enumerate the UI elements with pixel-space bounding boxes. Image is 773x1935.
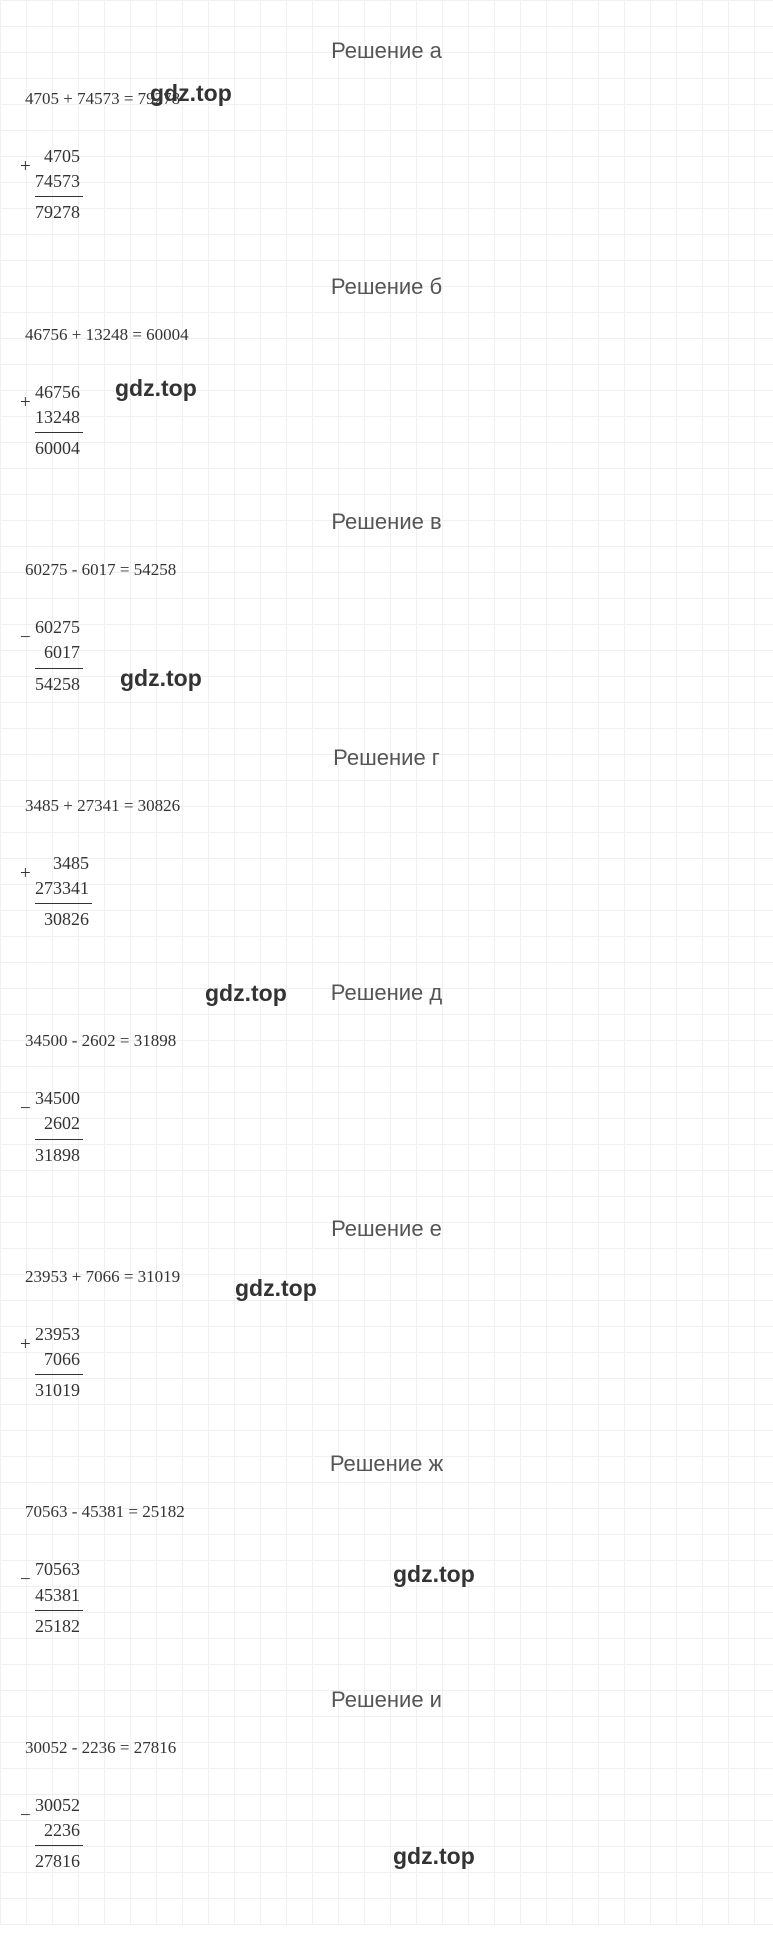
section-title-e: Решение е bbox=[20, 1216, 753, 1242]
calc-a: + 4705 74573 79278 bbox=[35, 144, 83, 226]
calc-g-row1: 3485 bbox=[35, 851, 92, 876]
calc-i-row2: 2236 bbox=[35, 1818, 83, 1843]
watermark: gdz.top bbox=[393, 1561, 475, 1588]
calc-d-row2: 2602 bbox=[35, 1111, 83, 1136]
sign-b: + bbox=[20, 392, 31, 414]
calc-i-row1: 30052 bbox=[35, 1793, 83, 1818]
calc-i-result: 27816 bbox=[35, 1845, 83, 1874]
section-title-i: Решение и bbox=[20, 1687, 753, 1713]
equation-d: 34500 - 2602 = 31898 bbox=[25, 1031, 753, 1051]
calc-e-row1: 23953 bbox=[35, 1322, 83, 1347]
calc-b: + 46756 13248 60004 bbox=[35, 380, 83, 462]
equation-i: 30052 - 2236 = 27816 bbox=[25, 1738, 753, 1758]
sign-d: − bbox=[20, 1098, 31, 1120]
calc-v-result: 54258 bbox=[35, 668, 83, 697]
calc-b-row1: 46756 bbox=[35, 380, 83, 405]
watermark: gdz.top bbox=[205, 980, 287, 1007]
equation-v: 60275 - 6017 = 54258 bbox=[25, 560, 753, 580]
section-title-b: Решение б bbox=[20, 274, 753, 300]
equation-zh: 70563 - 45381 = 25182 bbox=[25, 1502, 753, 1522]
equation-a: 4705 + 74573 = 79278 bbox=[25, 89, 753, 109]
calc-d-result: 31898 bbox=[35, 1139, 83, 1168]
calc-d: − 34500 2602 31898 bbox=[35, 1086, 83, 1168]
calc-zh: − 70563 45381 25182 bbox=[35, 1557, 83, 1639]
watermark: gdz.top bbox=[115, 375, 197, 402]
calc-v-row1: 60275 bbox=[35, 615, 83, 640]
sign-e: + bbox=[20, 1334, 31, 1356]
calc-zh-result: 25182 bbox=[35, 1610, 83, 1639]
sign-i: − bbox=[20, 1805, 31, 1827]
watermark: gdz.top bbox=[150, 80, 232, 107]
sign-a: + bbox=[20, 156, 31, 178]
calc-e: + 23953 7066 31019 bbox=[35, 1322, 83, 1404]
calc-g-result: 30826 bbox=[35, 903, 92, 932]
equation-b: 46756 + 13248 = 60004 bbox=[25, 325, 753, 345]
equation-e: 23953 + 7066 = 31019 bbox=[25, 1267, 753, 1287]
section-title-d: Решение д bbox=[20, 980, 753, 1006]
section-title-g: Решение г bbox=[20, 745, 753, 771]
section-title-v: Решение в bbox=[20, 509, 753, 535]
watermark: gdz.top bbox=[393, 1843, 475, 1870]
equation-g: 3485 + 27341 = 30826 bbox=[25, 796, 753, 816]
calc-g-row2: 273341 bbox=[35, 876, 92, 901]
calc-e-row2: 7066 bbox=[35, 1347, 83, 1372]
sign-g: + bbox=[20, 863, 31, 885]
calc-d-row1: 34500 bbox=[35, 1086, 83, 1111]
calc-v: − 60275 6017 54258 bbox=[35, 615, 83, 697]
watermark: gdz.top bbox=[235, 1275, 317, 1302]
calc-zh-row1: 70563 bbox=[35, 1557, 83, 1582]
calc-i: − 30052 2236 27816 bbox=[35, 1793, 83, 1875]
calc-zh-row2: 45381 bbox=[35, 1583, 83, 1608]
watermark: gdz.top bbox=[120, 665, 202, 692]
calc-v-row2: 6017 bbox=[35, 640, 83, 665]
section-title-a: Решение а bbox=[20, 38, 753, 64]
calc-a-row1: 4705 bbox=[35, 144, 83, 169]
calc-b-result: 60004 bbox=[35, 432, 83, 461]
sign-zh: − bbox=[20, 1569, 31, 1591]
calc-a-result: 79278 bbox=[35, 196, 83, 225]
calc-e-result: 31019 bbox=[35, 1374, 83, 1403]
sign-v: − bbox=[20, 627, 31, 649]
section-title-zh: Решение ж bbox=[20, 1451, 753, 1477]
calc-a-row2: 74573 bbox=[35, 169, 83, 194]
calc-g: + 3485 273341 30826 bbox=[35, 851, 92, 933]
calc-b-row2: 13248 bbox=[35, 405, 83, 430]
main-content: Решение а 4705 + 74573 = 79278 + 4705 74… bbox=[0, 0, 773, 1925]
